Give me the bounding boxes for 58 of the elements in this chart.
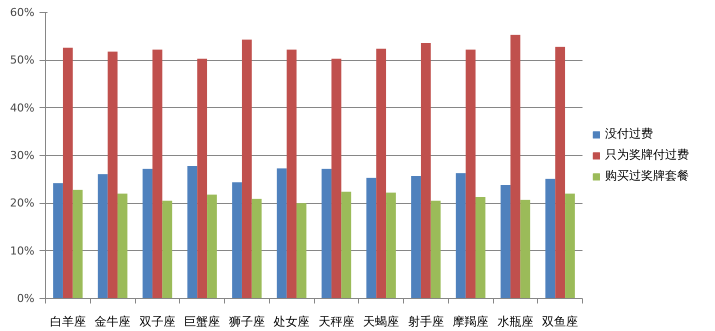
x-tick-label: 射手座 <box>408 314 444 328</box>
bar <box>466 50 476 298</box>
legend-label: 购买过奖牌套餐 <box>605 168 689 184</box>
bar <box>545 178 556 298</box>
bar <box>296 203 306 298</box>
bar <box>456 173 466 298</box>
y-tick-label: 50% <box>10 54 35 67</box>
bar <box>386 192 396 298</box>
bar <box>152 50 162 298</box>
legend-label: 只为奖牌付过费 <box>605 146 689 164</box>
y-tick-label: 30% <box>10 149 35 162</box>
x-tick-label: 巨蟹座 <box>184 314 220 328</box>
bar <box>430 200 441 298</box>
bar <box>500 185 510 298</box>
bar <box>118 194 128 298</box>
bar <box>476 196 486 298</box>
x-tick-label: 双鱼座 <box>542 314 578 328</box>
bar <box>520 200 530 298</box>
bar <box>197 58 208 298</box>
x-tick-label: 狮子座 <box>228 314 265 328</box>
x-tick-label: 水瓶座 <box>497 314 534 328</box>
y-tick-label: 40% <box>10 101 35 114</box>
x-tick-label: 天蝎座 <box>363 314 400 328</box>
bar <box>207 194 217 298</box>
bar <box>322 168 332 298</box>
bar <box>276 168 287 298</box>
bar <box>510 34 520 298</box>
bar <box>72 190 83 298</box>
bar <box>108 52 118 298</box>
y-tick-label: 10% <box>10 244 35 258</box>
bar <box>341 192 352 298</box>
bar <box>411 176 421 298</box>
x-tick-label: 金牛座 <box>94 314 131 328</box>
bar <box>366 178 376 298</box>
bar <box>162 200 172 298</box>
bar <box>187 166 198 298</box>
y-tick-label: 0% <box>17 292 34 305</box>
bar <box>232 182 242 298</box>
x-tick-label: 摩羯座 <box>452 314 489 328</box>
y-tick-label: 60% <box>10 6 35 19</box>
x-tick-label: 天秤座 <box>318 314 354 328</box>
bar <box>286 50 297 298</box>
bar <box>62 48 73 298</box>
x-tick-label: 处女座 <box>274 314 310 328</box>
bar <box>331 58 342 298</box>
legend-label: 没付过费 <box>605 126 653 142</box>
bar <box>53 183 63 298</box>
bar <box>555 46 566 298</box>
x-tick-label: 白羊座 <box>50 314 86 328</box>
bar <box>420 43 431 298</box>
bar <box>376 48 386 298</box>
bar <box>98 174 108 298</box>
bar <box>252 198 262 298</box>
bar <box>242 40 252 298</box>
y-tick-label: 20% <box>10 196 35 210</box>
bar <box>565 194 575 298</box>
bar <box>142 168 152 298</box>
x-tick-label: 双子座 <box>139 314 176 328</box>
